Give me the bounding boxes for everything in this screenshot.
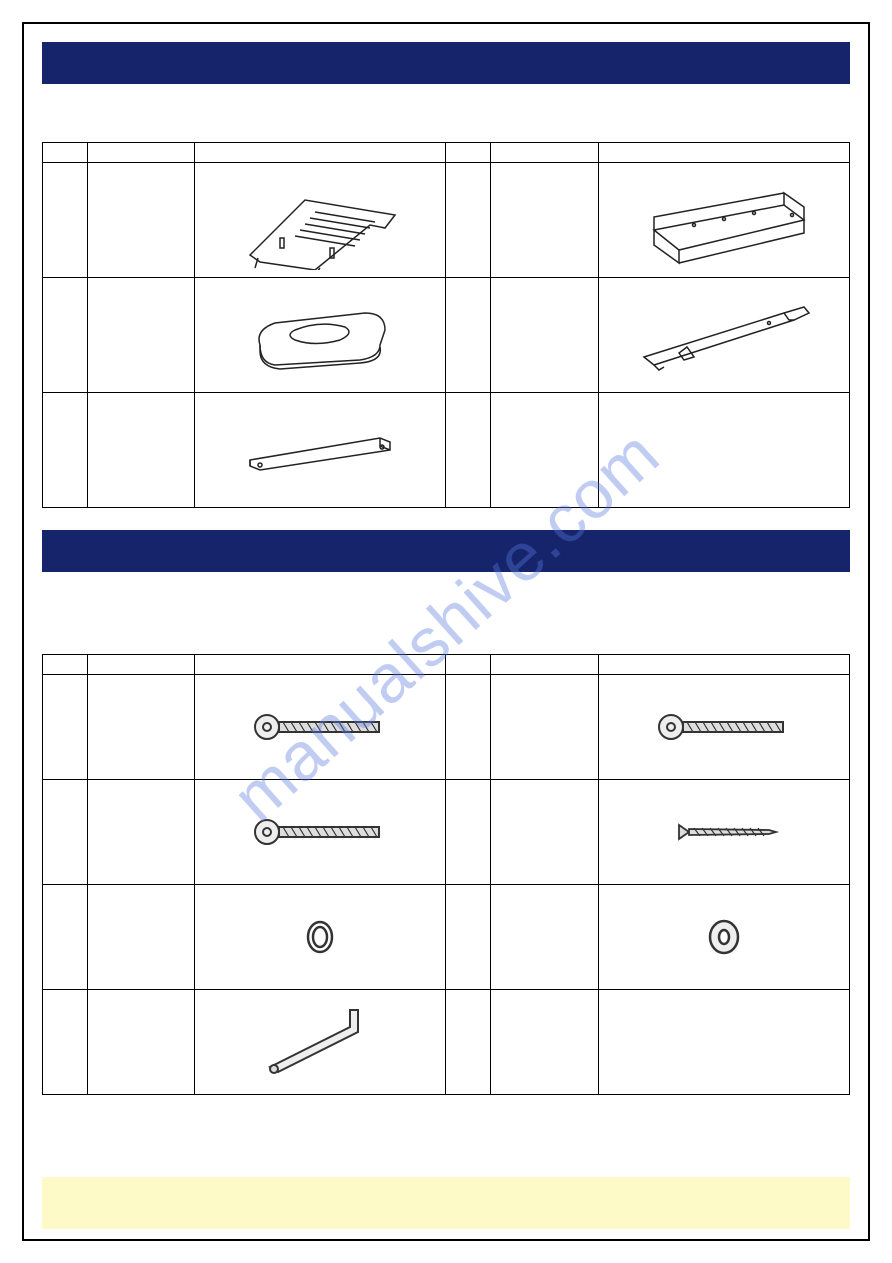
note-box: [42, 1177, 850, 1229]
hw-bolt-1: [195, 675, 446, 780]
part-seat-cushion: [195, 278, 446, 393]
table-row: [43, 163, 850, 278]
table-header-row: [43, 143, 850, 163]
table-row: [43, 990, 850, 1095]
bolt-icon: [245, 707, 395, 747]
parts-banner: [42, 42, 850, 84]
part-stretcher: [195, 393, 446, 508]
hw-flat-washer: [598, 885, 849, 990]
part-seat-frame: [598, 163, 849, 278]
hw-spring-washer: [195, 885, 446, 990]
hw-bolt-2: [598, 675, 849, 780]
seat-frame-icon: [634, 175, 814, 265]
table-row: [43, 885, 850, 990]
table-row: [43, 780, 850, 885]
bolt-icon: [245, 812, 395, 852]
table-row: [43, 675, 850, 780]
part-front-leg: [598, 278, 849, 393]
page-frame: manualshive.com: [22, 22, 870, 1241]
table-row: [43, 278, 850, 393]
table-header-row: [43, 655, 850, 675]
allen-key-icon: [250, 1002, 390, 1082]
parts-table: [42, 142, 850, 508]
hw-wood-screw: [598, 780, 849, 885]
part-chair-back: [195, 163, 446, 278]
chair-back-icon: [220, 170, 420, 270]
hardware-table: [42, 654, 850, 1095]
front-leg-icon: [629, 295, 819, 375]
spring-washer-icon: [295, 912, 345, 962]
page: manualshive.com: [0, 0, 892, 1263]
seat-cushion-icon: [235, 295, 405, 375]
wood-screw-icon: [664, 815, 784, 850]
hw-bolt-3: [195, 780, 446, 885]
stretcher-icon: [230, 420, 410, 480]
hw-allen-key: [195, 990, 446, 1095]
hardware-banner: [42, 530, 850, 572]
table-row: [43, 393, 850, 508]
bolt-icon: [649, 707, 799, 747]
flat-washer-icon: [699, 912, 749, 962]
